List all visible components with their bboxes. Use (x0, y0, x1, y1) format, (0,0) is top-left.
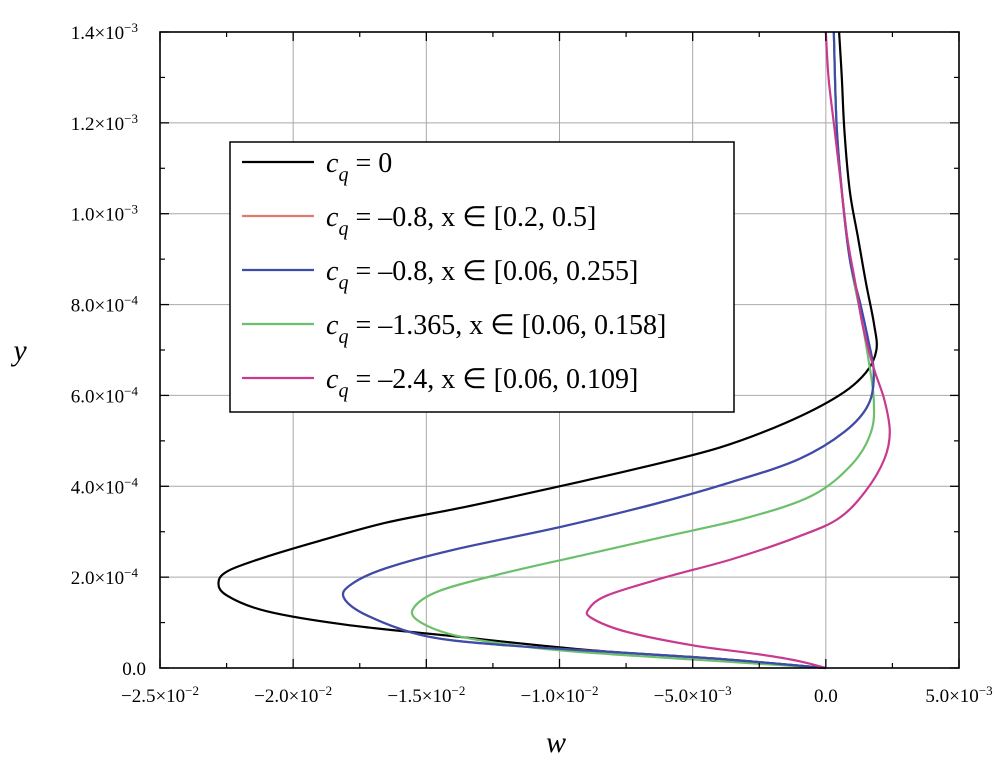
legend-label-3: cq = –1.365, x ∈ [0.06, 0.158] (326, 310, 666, 348)
legend-label-1: cq = –0.8, x ∈ [0.2, 0.5] (326, 202, 596, 240)
series-line-4 (585, 31, 891, 670)
series-lines (217, 31, 891, 670)
legend-label-2: cq = –0.8, x ∈ [0.06, 0.255] (326, 256, 638, 294)
legend: cq = 0 cq = –0.8, x ∈ [0.2, 0.5] cq = –0.8… (229, 141, 735, 413)
x-axis-title: w (546, 726, 566, 759)
legend-box (229, 141, 735, 413)
x-tick-label: 0.0 (814, 686, 838, 707)
x-tick-label: −1.5×10−2 (387, 683, 465, 707)
legend-label-4: cq = –2.4, x ∈ [0.06, 0.109] (326, 364, 638, 402)
legend-label-0: cq = 0 (326, 148, 392, 186)
y-tick-label: 2.0×10−4 (71, 565, 139, 589)
series-line-0 (217, 31, 878, 670)
y-axis-title: y (10, 334, 27, 367)
y-tick-label: 0.0 (122, 659, 146, 680)
axis-ticks (159, 31, 960, 669)
